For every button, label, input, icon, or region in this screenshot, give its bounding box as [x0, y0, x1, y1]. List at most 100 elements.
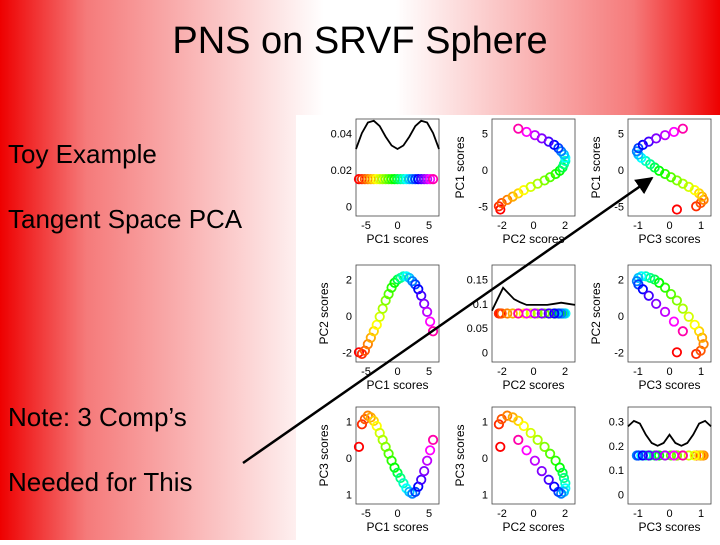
x-tick-label: -5 — [361, 366, 371, 378]
x-tick-label: -2 — [497, 366, 507, 378]
x-axis-label: PC1 scores — [366, 378, 428, 392]
data-point — [395, 472, 406, 484]
data-point — [671, 450, 683, 461]
y-tick-label: 0 — [482, 165, 488, 177]
x-axis-label: PC2 scores — [502, 232, 564, 246]
data-point — [689, 319, 700, 330]
data-point — [665, 450, 677, 461]
x-axis-label: PC1 scores — [366, 520, 428, 534]
data-point — [398, 478, 409, 489]
x-tick-label: -2 — [497, 220, 507, 232]
y-tick-label: 0 — [346, 453, 352, 465]
panel-r1-c3: -1 0 1 5 0 -5 PC3 scores PC1 scores — [589, 118, 712, 246]
data-point — [671, 347, 683, 358]
y-tick-label: 1 — [346, 417, 352, 429]
y-tick-label: 0 — [346, 311, 352, 323]
y-tick-label: 0.3 — [609, 417, 624, 429]
data-point — [543, 474, 554, 485]
x-axis-label: PC3 scores — [638, 378, 700, 392]
y-tick-label: -2 — [342, 347, 352, 359]
data-point — [419, 465, 430, 477]
x-tick-label: 0 — [530, 220, 536, 232]
data-point — [689, 450, 700, 461]
data-point — [549, 481, 560, 492]
y-tick-label: -5 — [614, 201, 624, 213]
data-point — [683, 450, 694, 461]
y-tick-label: 0.1 — [609, 465, 624, 477]
x-tick-label: 1 — [698, 220, 704, 232]
y-axis-label: PC3 scores — [317, 424, 331, 486]
data-point — [697, 450, 708, 461]
y-tick-label: 0 — [482, 347, 488, 359]
y-tick-label: 1 — [482, 417, 488, 429]
x-tick-label: 0 — [394, 508, 400, 520]
x-tick-label: 2 — [562, 220, 568, 232]
x-tick-label: 5 — [426, 366, 432, 378]
data-point — [659, 306, 671, 317]
data-point — [659, 282, 671, 293]
scatterplot-matrix-figure: -5 0 5 0.04 0.02 0 PC1 scores -2 0 2 5 0 -5 PC2 score… — [296, 115, 720, 540]
x-axis-label: PC2 scores — [502, 520, 564, 534]
bullet-needed-for-this: Needed for This — [8, 467, 193, 497]
x-tick-label: 0 — [666, 508, 672, 520]
x-tick-label: 0 — [394, 220, 400, 232]
panel-frame — [627, 118, 712, 217]
x-tick-label: 0 — [394, 366, 400, 378]
y-tick-label: 0.15 — [467, 275, 488, 287]
x-tick-label: 0 — [666, 366, 672, 378]
y-tick-label: -2 — [614, 347, 624, 359]
x-tick-label: 1 — [698, 366, 704, 378]
y-tick-label: 0 — [482, 453, 488, 465]
data-point — [694, 450, 705, 461]
slide-title: PNS on SRVF Sphere — [172, 20, 548, 62]
data-point — [671, 295, 683, 306]
data-point — [668, 316, 680, 327]
data-point — [677, 123, 688, 134]
y-tick-label: 0 — [618, 489, 624, 501]
data-point — [536, 465, 547, 477]
y-tick-label: 0 — [618, 311, 624, 323]
data-point — [683, 311, 694, 322]
x-tick-label: 2 — [562, 366, 568, 378]
x-tick-label: 2 — [562, 508, 568, 520]
data-point — [659, 130, 671, 141]
y-tick-label: 0.04 — [331, 129, 352, 141]
data-point — [416, 474, 427, 485]
x-tick-label: 1 — [698, 508, 704, 520]
x-tick-label: -2 — [497, 508, 507, 520]
x-tick-label: 0 — [666, 220, 672, 232]
data-point — [665, 289, 677, 300]
y-tick-label: 2 — [618, 275, 624, 287]
y-axis-label: PC1 scores — [453, 136, 467, 198]
data-point — [557, 467, 568, 478]
bullet-tangent-space-pca: Tangent Space PCA — [8, 204, 243, 234]
bullet-note-components: Note: 3 Comp’s — [8, 402, 187, 432]
x-tick-label: -5 — [361, 220, 371, 232]
x-tick-label: 5 — [426, 508, 432, 520]
data-point — [698, 339, 709, 350]
y-axis-label: PC2 scores — [317, 282, 331, 344]
data-point — [651, 133, 662, 144]
y-tick-label: 0.1 — [473, 299, 488, 311]
x-tick-label: -1 — [633, 366, 643, 378]
y-tick-label: 0 — [346, 201, 352, 213]
x-tick-label: 5 — [426, 220, 432, 232]
x-axis-label: PC2 scores — [502, 378, 564, 392]
x-tick-label: -1 — [633, 508, 643, 520]
data-point — [560, 155, 571, 167]
x-tick-label: -5 — [361, 508, 371, 520]
figure-background — [296, 115, 720, 540]
y-tick-label: 5 — [618, 129, 624, 141]
y-tick-label: 0 — [618, 165, 624, 177]
density-curve — [355, 119, 440, 151]
y-tick-label: 1 — [482, 489, 488, 501]
y-tick-label: 1 — [346, 489, 352, 501]
y-axis-label: PC1 scores — [589, 136, 603, 198]
data-point — [671, 204, 683, 215]
x-tick-label: 0 — [530, 366, 536, 378]
y-axis-label: PC3 scores — [453, 424, 467, 486]
y-tick-label: 0.2 — [609, 441, 624, 453]
x-axis-label: PC3 scores — [638, 232, 700, 246]
y-tick-label: 5 — [482, 129, 488, 141]
